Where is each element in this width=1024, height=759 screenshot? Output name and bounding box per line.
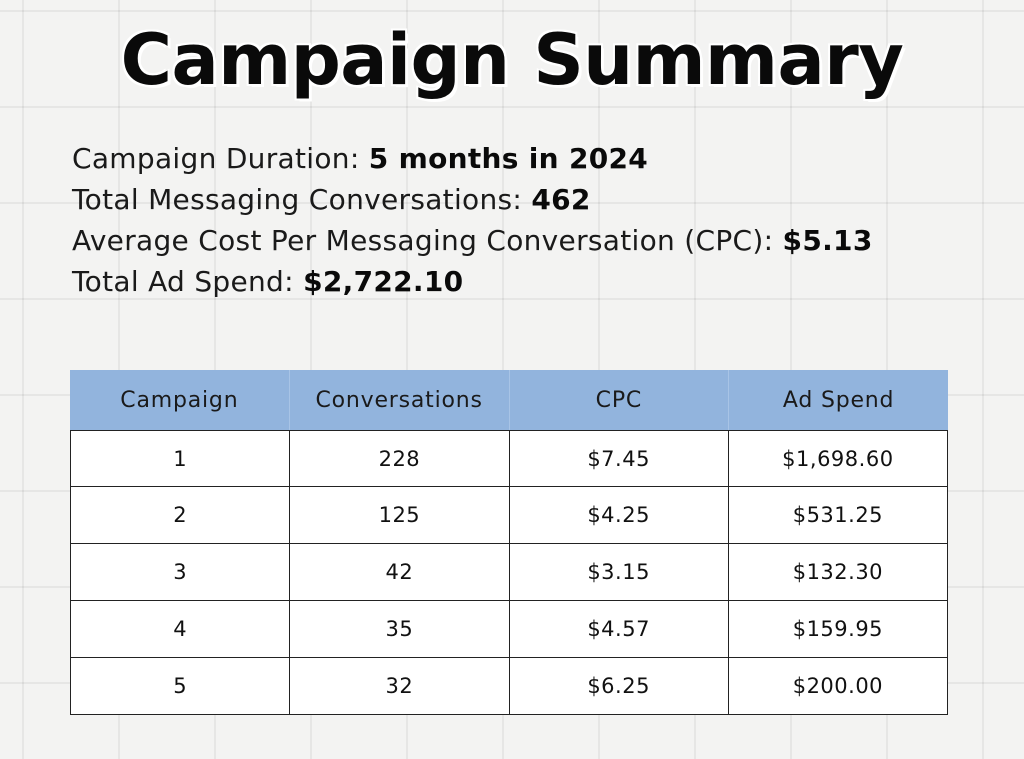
summary-ad-spend-label: Total Ad Spend: xyxy=(72,265,304,298)
cell-cpc: $7.45 xyxy=(509,430,729,487)
summary-conversations-label: Total Messaging Conversations: xyxy=(72,183,532,216)
cell-campaign: 5 xyxy=(71,658,291,715)
cell-conversations: 35 xyxy=(290,601,510,658)
cell-campaign: 1 xyxy=(71,430,291,487)
cell-ad-spend: $1,698.60 xyxy=(728,430,948,487)
header-ad-spend: Ad Spend xyxy=(782,387,895,413)
summary-duration: Campaign Duration: 5 months in 2024 xyxy=(72,138,1012,179)
summary-ad-spend-value: $2,722.10 xyxy=(303,265,464,298)
cell-campaign: 3 xyxy=(71,544,291,601)
summary-duration-value: 5 months in 2024 xyxy=(368,142,649,175)
campaign-summary: Campaign Duration: 5 months in 2024 Tota… xyxy=(72,138,1012,302)
cell-conversations: 32 xyxy=(290,658,510,715)
column-ad-spend: $1,698.60 $531.25 $132.30 $159.95 $200.0… xyxy=(728,430,948,715)
cell-ad-spend: $531.25 xyxy=(728,487,948,544)
page-title: Campaign Summary xyxy=(120,19,904,101)
cell-cpc: $3.15 xyxy=(509,544,729,601)
cell-campaign: 2 xyxy=(71,487,291,544)
cell-conversations: 42 xyxy=(290,544,510,601)
column-cpc: $7.45 $4.25 $3.15 $4.57 $6.25 xyxy=(509,430,729,715)
summary-duration-label: Campaign Duration: xyxy=(72,142,369,175)
header-conversations: Conversations xyxy=(290,370,510,430)
table-header: Campaign Conversations CPC Ad Spend xyxy=(70,370,948,430)
table-body: 1 2 3 4 5 228 125 42 35 32 $7.45 $4.25 $… xyxy=(70,430,948,715)
campaign-table: Campaign Conversations CPC Ad Spend 1 2 … xyxy=(70,370,948,715)
header-cpc: CPC xyxy=(510,370,730,430)
summary-conversations: Total Messaging Conversations: 462 xyxy=(72,179,1012,220)
cell-cpc: $4.25 xyxy=(509,487,729,544)
cell-conversations: 228 xyxy=(290,430,510,487)
summary-cpc-label: Average Cost Per Messaging Conversation … xyxy=(72,224,783,257)
column-campaign: 1 2 3 4 5 xyxy=(71,430,291,715)
header-campaign: Campaign xyxy=(70,370,290,430)
summary-cpc-value: $5.13 xyxy=(782,224,873,257)
summary-cpc: Average Cost Per Messaging Conversation … xyxy=(72,220,1012,261)
column-conversations: 228 125 42 35 32 xyxy=(290,430,510,715)
cell-conversations: 125 xyxy=(290,487,510,544)
cell-ad-spend: $159.95 xyxy=(728,601,948,658)
cell-cpc: $6.25 xyxy=(509,658,729,715)
cell-campaign: 4 xyxy=(71,601,291,658)
summary-ad-spend: Total Ad Spend: $2,722.10 xyxy=(72,261,1012,302)
summary-conversations-value: 462 xyxy=(531,183,591,216)
cell-ad-spend: $200.00 xyxy=(728,658,948,715)
cell-ad-spend: $132.30 xyxy=(728,544,948,601)
cell-cpc: $4.57 xyxy=(509,601,729,658)
